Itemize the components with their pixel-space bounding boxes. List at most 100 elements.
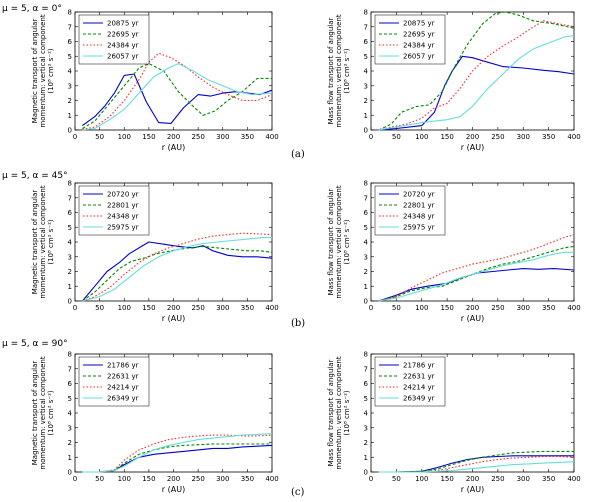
chart-panel-2: 0 50 100 150 200 250 300 350 400 0 1 2 3 4 5 6 7 8 r (AU) M… <box>31 180 279 324</box>
y-tick-label: 4 <box>68 239 73 247</box>
series-line <box>378 234 575 302</box>
legend-label: 25975 yr <box>107 224 139 232</box>
y-tick-label: 4 <box>68 68 73 76</box>
x-tick-label: 400 <box>567 304 580 312</box>
y-tick-label: 8 <box>364 351 368 359</box>
legend-label: 24384 yr <box>403 42 435 50</box>
y-axis-label-line: momentum: vertical component <box>39 356 47 469</box>
y-tick-label: 7 <box>68 194 72 202</box>
y-tick-label: 1 <box>68 112 72 120</box>
y-axis-label-line: Mass flow transport of angular <box>327 189 335 296</box>
y-tick-label: 3 <box>364 424 368 432</box>
y-tick-label: 3 <box>68 424 72 432</box>
x-tick-label: 300 <box>517 475 530 483</box>
legend-label: 24348 yr <box>403 213 435 221</box>
legend-label: 22695 yr <box>107 31 139 39</box>
y-tick-label: 0 <box>364 298 368 306</box>
x-tick-label: 300 <box>216 133 229 141</box>
series-line <box>82 434 273 473</box>
y-tick-label: 6 <box>68 209 73 217</box>
series-line <box>378 461 575 473</box>
y-tick-label: 4 <box>364 410 369 418</box>
y-tick-label: 3 <box>68 82 72 90</box>
y-tick-label: 2 <box>364 439 368 447</box>
y-axis-label-line: momentum: vertical component <box>39 14 47 127</box>
x-tick-label: 200 <box>167 133 180 141</box>
series-line <box>378 20 575 131</box>
y-tick-label: 0 <box>68 469 72 477</box>
y-axis-label-line: (10⁸ cm² s⁻²) <box>47 219 55 265</box>
x-tick-label: 250 <box>491 304 504 312</box>
y-tick-label: 1 <box>68 454 72 462</box>
x-tick-label: 150 <box>142 304 155 312</box>
x-tick-label: 150 <box>142 475 155 483</box>
y-tick-label: 5 <box>68 53 72 61</box>
x-tick-label: 250 <box>191 133 204 141</box>
x-tick-label: 0 <box>73 304 77 312</box>
panel-label-a: (a) <box>291 149 305 160</box>
y-axis-label-line: momentum: vertical component <box>335 356 343 469</box>
x-tick-label: 100 <box>118 304 131 312</box>
y-tick-label: 7 <box>68 23 72 31</box>
y-tick-label: 1 <box>364 112 368 120</box>
y-axis-label-line: Mass flow transport of angular <box>327 18 335 125</box>
x-axis-label: r (AU) <box>162 485 185 494</box>
x-tick-label: 100 <box>415 304 428 312</box>
y-axis-label-line: momentum: vertical component <box>39 185 47 298</box>
y-tick-label: 6 <box>364 209 369 217</box>
y-axis-label-line: momentum: vertical component <box>335 185 343 298</box>
series-line <box>378 11 575 131</box>
x-tick-label: 100 <box>415 475 428 483</box>
legend-label: 20875 yr <box>403 20 435 28</box>
y-tick-label: 1 <box>364 454 368 462</box>
y-tick-label: 0 <box>68 127 72 135</box>
x-tick-label: 200 <box>167 304 180 312</box>
y-tick-label: 0 <box>68 298 72 306</box>
legend-label: 22631 yr <box>403 373 435 381</box>
legend-label: 26057 yr <box>403 53 435 61</box>
x-tick-label: 150 <box>440 133 453 141</box>
x-tick-label: 350 <box>542 475 555 483</box>
y-axis-label-line: (10⁸ cm² s⁻²) <box>343 219 351 265</box>
x-tick-label: 300 <box>216 475 229 483</box>
y-tick-label: 4 <box>364 68 369 76</box>
x-tick-label: 50 <box>392 304 401 312</box>
legend-label: 22801 yr <box>107 202 139 210</box>
x-axis-label: r (AU) <box>162 143 185 152</box>
y-tick-label: 5 <box>364 224 368 232</box>
series-line <box>378 450 574 473</box>
legend-label: 24348 yr <box>107 213 139 221</box>
y-axis-label-line: (10⁸ cm² s⁻²) <box>343 48 351 94</box>
y-tick-label: 3 <box>68 253 72 261</box>
x-tick-label: 200 <box>466 304 479 312</box>
legend-label: 22631 yr <box>107 373 139 381</box>
x-tick-label: 50 <box>95 475 104 483</box>
y-tick-label: 6 <box>68 38 73 46</box>
x-tick-label: 250 <box>491 133 504 141</box>
legend-label: 21786 yr <box>403 362 435 370</box>
y-tick-label: 4 <box>364 239 369 247</box>
x-tick-label: 400 <box>265 304 278 312</box>
legend-label: 20875 yr <box>107 20 139 28</box>
legend-label: 20720 yr <box>107 191 139 199</box>
panel-label-c: (c) <box>291 487 305 498</box>
y-tick-label: 7 <box>364 365 368 373</box>
y-axis-label-line: momentum: vertical component <box>335 14 343 127</box>
chart-panel-5: 0 50 100 150 200 250 300 350 400 0 1 2 3 4 5 6 7 8 r (AU) M… <box>327 351 581 495</box>
y-tick-label: 8 <box>68 351 72 359</box>
y-axis-label-line: (10⁸ cm² s⁻²) <box>47 390 55 436</box>
y-tick-label: 7 <box>364 194 368 202</box>
y-tick-label: 2 <box>68 97 72 105</box>
y-tick-label: 2 <box>364 268 368 276</box>
x-tick-label: 250 <box>491 475 504 483</box>
y-tick-label: 6 <box>364 38 369 46</box>
x-tick-label: 150 <box>142 133 155 141</box>
y-axis-label-line: (10⁸ cm² s⁻²) <box>343 390 351 436</box>
y-tick-label: 2 <box>68 268 72 276</box>
x-axis-label: r (AU) <box>461 314 484 323</box>
x-tick-label: 350 <box>542 133 555 141</box>
y-tick-label: 5 <box>364 53 368 61</box>
series-line <box>82 63 272 129</box>
y-axis-label-line: (10⁸ cm² s⁻²) <box>47 48 55 94</box>
